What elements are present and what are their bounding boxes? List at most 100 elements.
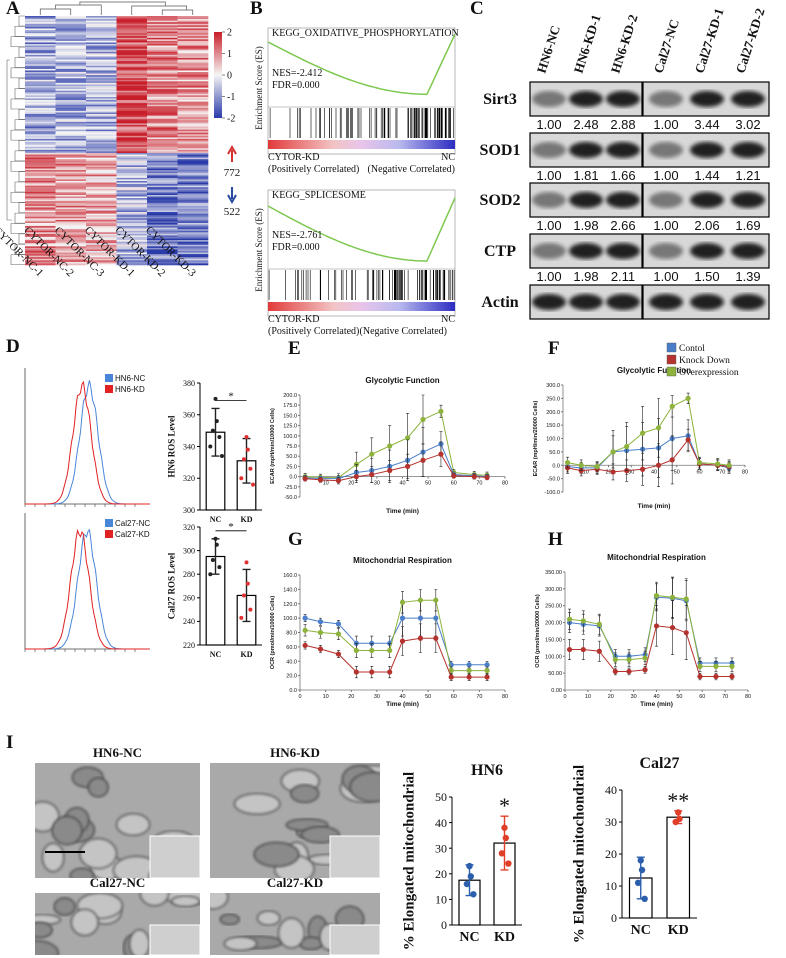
heatmap-cell — [86, 106, 117, 109]
heatmap-cell — [147, 258, 178, 261]
heatmap-cell — [86, 146, 117, 149]
y-tick-label: 25.0 — [286, 464, 297, 470]
heatmap-cell — [147, 137, 178, 140]
heatmap-cell — [147, 193, 178, 196]
data-point — [369, 669, 375, 675]
heatmap-cell — [147, 65, 178, 68]
heatmap-cell — [25, 258, 56, 261]
heatmap-cell — [116, 194, 148, 197]
heatmap-cell — [177, 54, 209, 57]
heatmap-cell — [86, 229, 117, 232]
organelle — [277, 917, 306, 949]
heatmap-cell — [177, 249, 209, 252]
blot-quant: 1.81 — [573, 168, 598, 183]
heatmap-cell — [147, 62, 178, 65]
heatmap-cell — [116, 62, 148, 65]
heatmap-cell — [116, 26, 148, 29]
blot-quant: 1.00 — [653, 269, 678, 284]
heatmap-cell — [55, 128, 87, 130]
heatmap-cell — [116, 204, 148, 207]
heatmap-cell — [147, 221, 178, 224]
chart-title: HN6 — [471, 762, 503, 779]
heatmap-cell — [25, 132, 56, 135]
heatmap-cell — [86, 193, 117, 196]
blot-quant: 2.11 — [611, 269, 635, 284]
heatmap-cell — [116, 132, 148, 135]
heatmap-cell — [177, 229, 209, 232]
down-arrow — [227, 187, 237, 205]
heatmap-cell — [177, 184, 209, 186]
heatmap-cell — [177, 72, 209, 74]
heatmap-cell — [116, 247, 148, 250]
data-point — [387, 669, 393, 675]
heatmap-cell — [55, 146, 87, 149]
heatmap-cell — [55, 143, 87, 146]
heatmap-cell — [25, 31, 56, 34]
blot-label: SOD1 — [480, 142, 521, 159]
data-point — [713, 663, 719, 670]
legend-label: Cal27-KD — [115, 530, 150, 539]
heatmap-cell — [116, 176, 148, 179]
legend-swatch — [105, 385, 113, 393]
heatmap-cell — [25, 17, 56, 20]
heatmap-cell — [55, 123, 87, 126]
heatmap-cell — [25, 90, 56, 93]
data-point — [578, 462, 584, 468]
data-point — [498, 850, 506, 857]
heatmap-cell — [55, 166, 87, 169]
legend-label: Contol — [679, 344, 705, 354]
heatmap-cell — [177, 180, 209, 183]
heatmap-cell — [25, 109, 56, 112]
heatmap-cell — [86, 25, 117, 28]
organelle — [233, 792, 281, 815]
heatmap-cell — [147, 20, 178, 23]
y-tick-label: -100.0 — [544, 490, 560, 496]
heatmap-cell — [177, 44, 209, 46]
heatmap-cell — [177, 62, 209, 65]
heatmap-cell — [116, 106, 148, 109]
y-tick-label: 20.0 — [286, 674, 297, 680]
data-point — [669, 403, 675, 409]
heatmap-cell — [177, 191, 209, 194]
heatmap-cell — [147, 67, 178, 70]
heatmap-cell — [177, 110, 209, 113]
error-bar — [242, 568, 251, 623]
series-line — [567, 397, 730, 468]
heatmap-cell — [55, 75, 87, 77]
heatmap-cell — [116, 232, 148, 235]
blot-band — [532, 192, 566, 208]
heatmap-cell — [55, 22, 87, 25]
heatmap-cell — [147, 95, 178, 98]
heatmap-cell — [177, 157, 209, 160]
tem-image — [210, 763, 381, 879]
heatmap-cell — [116, 166, 148, 169]
heatmap-cell — [116, 257, 148, 260]
heatmap-cell — [25, 173, 56, 176]
heatmap-cell — [55, 62, 87, 65]
heatmap-cell — [55, 199, 87, 202]
heatmap-cell — [177, 165, 209, 168]
heatmap-cell — [147, 174, 178, 177]
heatmap-cell — [86, 166, 117, 169]
legend-swatch — [666, 342, 677, 353]
heatmap-cell — [177, 34, 209, 37]
heatmap-cell — [25, 134, 56, 137]
y-tick-label: 100.0 — [546, 437, 560, 443]
heatmap-cell — [86, 28, 117, 31]
heatmap-cell — [55, 145, 87, 148]
heatmap-cell — [55, 184, 87, 186]
heatmap-cell — [116, 114, 148, 116]
heatmap-cell — [116, 79, 148, 82]
heatmap-cell — [177, 100, 209, 102]
legend-swatch — [105, 530, 113, 538]
heatmap-cell — [177, 106, 209, 109]
heatmap-cell — [116, 70, 148, 73]
heatmap-cell — [177, 104, 209, 107]
heatmap-cell — [25, 131, 56, 134]
data-point — [417, 615, 424, 621]
heatmap-cell — [116, 151, 148, 154]
heatmap-cell — [116, 215, 148, 218]
heatmap-cell — [25, 16, 56, 18]
heatmap-cell — [25, 219, 56, 222]
heatmap-cell — [147, 176, 178, 179]
